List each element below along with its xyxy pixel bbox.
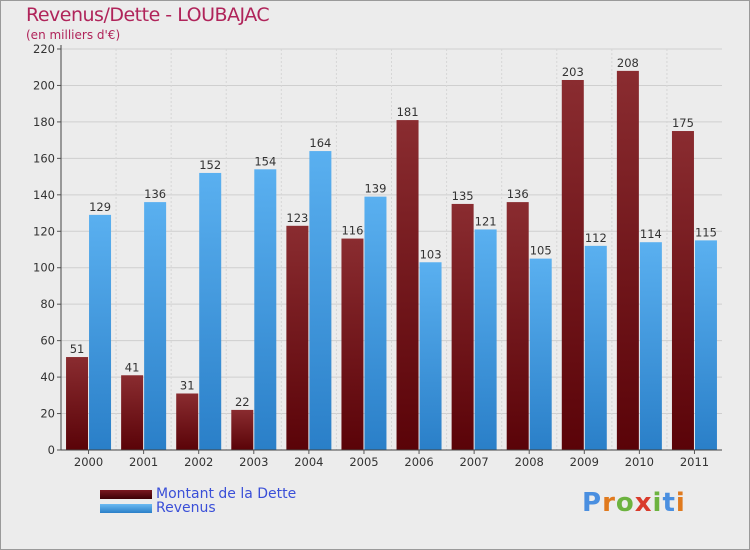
legend-label-revenus: Revenus: [156, 500, 216, 516]
logo-letter: i: [675, 488, 686, 518]
bar-revenus-2004: [309, 151, 332, 450]
bar-debt-2007: [451, 203, 474, 450]
bar-revenus-2003: [254, 169, 277, 451]
x-tick-label: 2008: [515, 455, 544, 469]
y-tick-label: 200: [33, 78, 55, 92]
data-label-revenus-2004: 164: [309, 136, 331, 150]
x-tick-label: 2007: [459, 455, 488, 469]
chart-title: Revenus/Dette - LOUBAJAC: [26, 4, 270, 26]
x-tick-label: 2011: [680, 455, 709, 469]
y-tick-label: 220: [33, 42, 55, 56]
data-label-revenus-2009: 112: [585, 231, 607, 245]
bar-debt-2000: [66, 357, 89, 450]
data-label-debt-2009: 203: [562, 65, 584, 79]
proxiti-logo: Proxiti: [582, 488, 686, 518]
data-label-debt-2005: 116: [341, 224, 363, 238]
axis-layer: 0 20 40 60 80 100 120 140 160 180 200 220 2000 2001 20…: [33, 42, 722, 469]
bar-revenus-2010: [639, 242, 662, 450]
data-label-revenus-2003: 154: [254, 154, 276, 168]
y-tick-label: 60: [40, 334, 55, 348]
y-tick-label: 20: [40, 407, 55, 421]
data-label-debt-2000: 51: [70, 342, 85, 356]
bar-debt-2006: [396, 120, 419, 450]
x-tick-label: 2005: [349, 455, 378, 469]
x-tick-label: 2001: [129, 455, 158, 469]
legend-label-debt: Montant de la Dette: [156, 486, 297, 502]
y-tick-label: 0: [48, 443, 55, 457]
bar-debt-2004: [286, 225, 309, 450]
data-label-debt-2010: 208: [617, 56, 639, 70]
labels-layer: 51 129 41 136 31 152 22 154 123 164 116 139 181 103 13…: [70, 56, 717, 409]
logo-letter: i: [652, 488, 663, 518]
x-tick-label: 2003: [239, 455, 268, 469]
bar-debt-2002: [176, 393, 199, 450]
y-tick-label: 100: [33, 261, 55, 275]
data-label-debt-2004: 123: [286, 211, 308, 225]
y-tick-label: 140: [33, 188, 55, 202]
legend-swatch-debt: [100, 490, 152, 499]
logo-letter: r: [602, 488, 616, 518]
logo-letter: x: [634, 488, 653, 518]
grid-layer: [61, 48, 722, 450]
logo-letter: t: [662, 488, 676, 518]
legend-swatch-revenus: [100, 504, 152, 513]
bar-debt-2011: [671, 131, 694, 451]
x-tick-label: 2000: [74, 455, 103, 469]
bar-revenus-2011: [694, 240, 717, 450]
data-label-revenus-2002: 152: [199, 158, 221, 172]
bar-revenus-2002: [199, 172, 222, 451]
bar-debt-2010: [616, 70, 639, 450]
data-label-debt-2008: 136: [507, 187, 529, 201]
bar-revenus-2000: [89, 214, 112, 450]
bar-debt-2001: [121, 375, 144, 450]
data-label-debt-2006: 181: [397, 105, 419, 119]
data-label-revenus-2006: 103: [420, 247, 442, 261]
bar-debt-2005: [341, 238, 364, 450]
data-label-debt-2007: 135: [452, 189, 474, 203]
bar-debt-2003: [231, 409, 254, 450]
y-tick-label: 180: [33, 115, 55, 129]
bar-revenus-2009: [584, 245, 607, 450]
data-label-debt-2001: 41: [125, 360, 140, 374]
x-tick-label: 2009: [570, 455, 599, 469]
y-tick-label: 80: [40, 297, 55, 311]
chart-subtitle: (en milliers d'€): [26, 28, 121, 42]
data-label-revenus-2011: 115: [695, 225, 717, 239]
bar-revenus-2006: [419, 262, 442, 450]
logo-letter: o: [615, 488, 635, 518]
logo-letter: P: [582, 488, 603, 518]
data-label-debt-2011: 175: [672, 116, 694, 130]
data-label-debt-2002: 31: [180, 378, 195, 392]
y-tick-label: 120: [33, 224, 55, 238]
bar-revenus-2007: [474, 229, 497, 450]
bars-layer: [66, 70, 717, 451]
bar-revenus-2001: [144, 202, 167, 450]
data-label-revenus-2001: 136: [144, 187, 166, 201]
x-tick-label: 2010: [625, 455, 654, 469]
data-label-revenus-2000: 129: [89, 200, 111, 214]
x-tick-label: 2006: [404, 455, 433, 469]
data-label-revenus-2007: 121: [475, 214, 497, 228]
x-tick-label: 2002: [184, 455, 213, 469]
y-tick-label: 40: [40, 370, 55, 384]
data-label-revenus-2010: 114: [640, 227, 662, 241]
bar-revenus-2005: [364, 196, 387, 450]
bar-revenus-2008: [529, 258, 552, 450]
bar-debt-2009: [561, 79, 584, 451]
bar-debt-2008: [506, 202, 529, 450]
data-label-debt-2003: 22: [235, 395, 250, 409]
x-tick-label: 2004: [294, 455, 323, 469]
data-label-revenus-2005: 139: [364, 182, 386, 196]
data-label-revenus-2008: 105: [530, 244, 552, 258]
y-tick-label: 160: [33, 151, 55, 165]
